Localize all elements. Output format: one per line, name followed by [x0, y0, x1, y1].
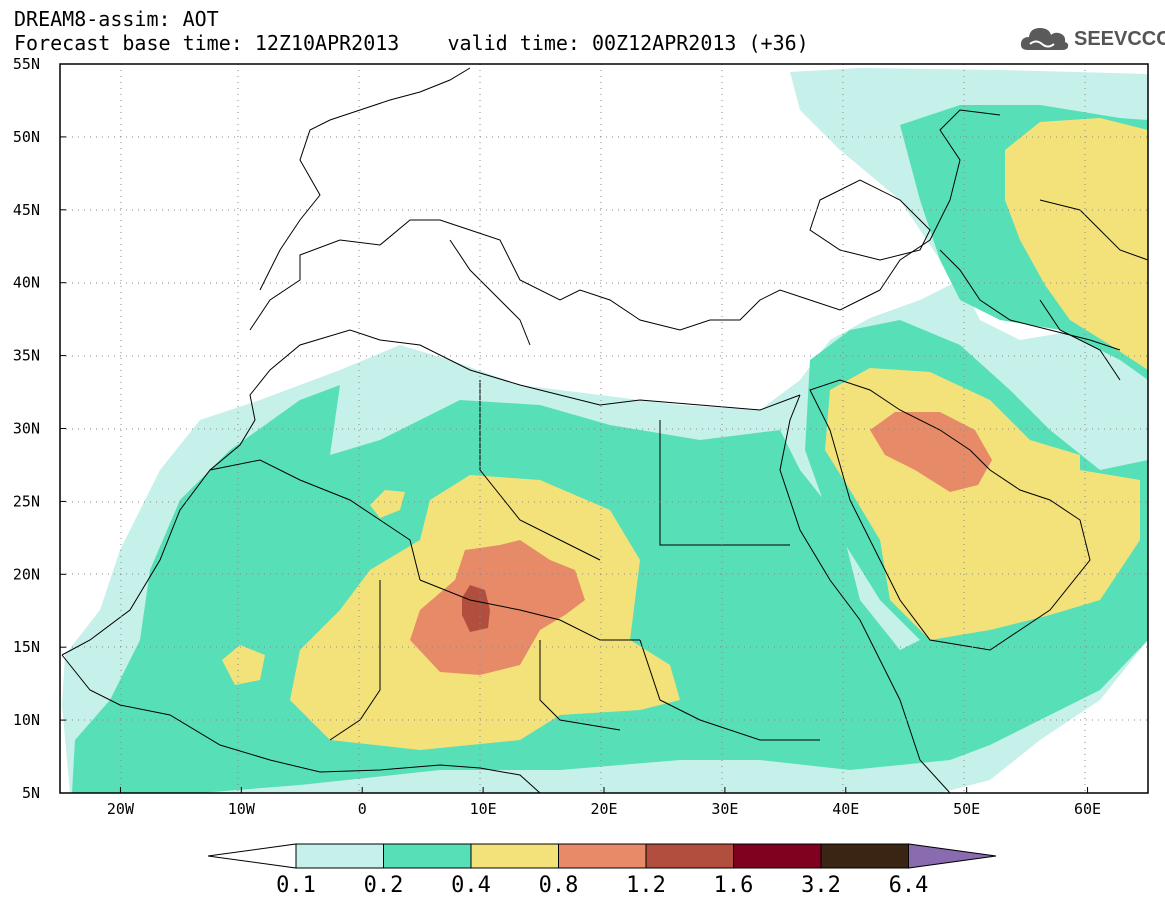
- longitude-labels: 20W 10W 0 10E 20E 30E 40E 50E 60E: [107, 787, 1101, 818]
- lat-tick-label: 55N: [13, 55, 40, 73]
- aot-field: [60, 64, 1148, 793]
- colorbar-segment: [645, 843, 734, 869]
- aot-contour-0.4-blob: [370, 490, 405, 518]
- lat-tick-label: 40N: [13, 274, 40, 292]
- lon-tick-label: 50E: [953, 800, 980, 818]
- lon-tick-label: 20E: [590, 800, 617, 818]
- lat-tick-label: 35N: [13, 347, 40, 365]
- colorbar-low-arrow: [207, 843, 297, 869]
- colorbar-labels: 0.1 0.2 0.4 0.8 1.2 1.6 3.2 6.4: [276, 873, 928, 898]
- lat-tick-label: 10N: [13, 711, 40, 729]
- colorbar-label: 6.4: [889, 873, 929, 898]
- graticule: [60, 64, 1148, 793]
- cloud-icon: [1020, 28, 1069, 50]
- colorbar-label: 0.4: [451, 873, 491, 898]
- colorbar-label: 1.6: [714, 873, 754, 898]
- logo-text: SEEVCCC: [1074, 27, 1165, 50]
- lon-tick-label: 20W: [107, 800, 135, 818]
- colorbar-segment: [470, 843, 559, 869]
- colorbar: [207, 843, 997, 869]
- lat-tick-label: 25N: [13, 492, 40, 510]
- colorbar-segment: [295, 843, 384, 869]
- lat-tick-label: 5N: [22, 784, 40, 802]
- aot-contour-0.4-caspian: [1005, 118, 1148, 370]
- valid-time: valid time: 00Z12APR2013 (+36): [447, 31, 809, 55]
- lon-tick-label: 40E: [832, 800, 859, 818]
- colorbar-high-arrow: [908, 843, 997, 869]
- lat-tick-label: 45N: [13, 201, 40, 219]
- colorbar-label: 3.2: [801, 873, 841, 898]
- colorbar-label: 0.1: [276, 873, 316, 898]
- lon-tick-label: 30E: [711, 800, 738, 818]
- colorbar-segment: [383, 843, 472, 869]
- lon-tick-label: 10W: [228, 800, 256, 818]
- lat-tick-label: 15N: [13, 638, 40, 656]
- colorbar-label: 1.2: [626, 873, 666, 898]
- forecast-base-time: Forecast base time: 12Z10APR2013: [14, 31, 400, 55]
- latitude-labels: 5N 10N 15N 20N 25N 30N 35N 40N 45N 50N 55N: [13, 55, 66, 802]
- lat-tick-label: 30N: [13, 420, 40, 438]
- colorbar-segment: [733, 843, 822, 869]
- coastlines: [61, 67, 1148, 793]
- aot-contour-0.8-sahara: [410, 540, 585, 675]
- lat-tick-label: 20N: [13, 565, 40, 583]
- lon-tick-label: 10E: [470, 800, 497, 818]
- colorbar-segment: [820, 843, 909, 869]
- colorbar-label: 0.8: [539, 873, 579, 898]
- colorbar-segment: [558, 843, 647, 869]
- forecast-time-line: Forecast base time: 12Z10APR2013 valid t…: [14, 32, 809, 54]
- lat-tick-label: 50N: [13, 128, 40, 146]
- seevccc-logo: SEEVCCC: [1018, 22, 1165, 56]
- lon-tick-label: 0: [358, 800, 367, 818]
- map-title: DREAM8-assim: AOT: [14, 7, 219, 31]
- aot-contour-0.4-spot: [222, 645, 265, 685]
- colorbar-label: 0.2: [364, 873, 404, 898]
- aot-contour-1.2-core: [462, 585, 490, 632]
- aot-contour-0.8-iraq: [870, 412, 992, 492]
- lon-tick-label: 60E: [1074, 800, 1101, 818]
